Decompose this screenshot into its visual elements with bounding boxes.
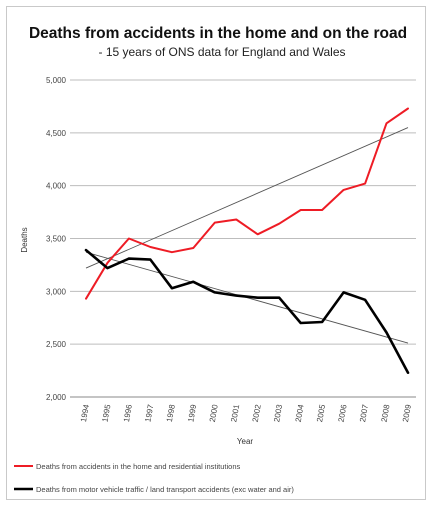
x-tick-label: 2007 [358,403,370,423]
chart-subtitle: - 15 years of ONS data for England and W… [98,45,345,59]
series-lines [84,107,410,375]
x-tick-label: 2008 [380,403,392,423]
x-tick-label: 1998 [165,403,177,423]
y-axis-label: Deaths [20,227,29,252]
x-axis-label: Year [237,437,254,446]
y-axis-ticks: 2,000 2,500 3,000 3,500 4,000 4,500 5,000 [46,76,67,402]
x-tick-label: 1994 [79,403,91,423]
legend-label: Deaths from accidents in the home and re… [36,462,241,471]
x-tick-label: 2001 [229,403,241,423]
y-tick-label: 3,500 [46,235,67,244]
chart-title: Deaths from accidents in the home and on… [29,25,407,42]
x-tick-label: 1999 [186,403,198,423]
y-tick-label: 3,000 [46,287,67,296]
trend-lines [85,127,409,344]
x-tick-label: 2000 [208,403,220,423]
y-tick-label: 4,000 [46,182,67,191]
series-line-1 [85,107,409,300]
x-tick-label: 2004 [294,403,306,423]
y-tick-label: 5,000 [46,76,67,85]
x-tick-label: 1996 [122,403,134,423]
x-tick-label: 1995 [100,403,112,423]
y-tick-label: 4,500 [46,129,67,138]
x-tick-label: 2005 [315,403,327,423]
x-tick-label: 2009 [401,403,413,423]
x-tick-label: 2003 [272,403,284,423]
x-tick-label: 2006 [337,403,349,423]
series-line-2 [84,248,410,375]
y-tick-label: 2,500 [46,340,67,349]
grid-lines [70,79,416,398]
x-tick-label: 2002 [251,403,263,423]
y-tick-label: 2,000 [46,393,67,402]
legend: Deaths from accidents in the home and re… [14,462,294,494]
x-axis-ticks: 1994 1995 1996 1997 1998 1999 2000 2001 2002 2003… [79,403,413,423]
trend-line-1 [85,127,409,269]
x-tick-label: 1997 [143,403,155,423]
chart-frame [6,6,426,500]
legend-label: Deaths from motor vehicle traffic / land… [36,485,294,494]
